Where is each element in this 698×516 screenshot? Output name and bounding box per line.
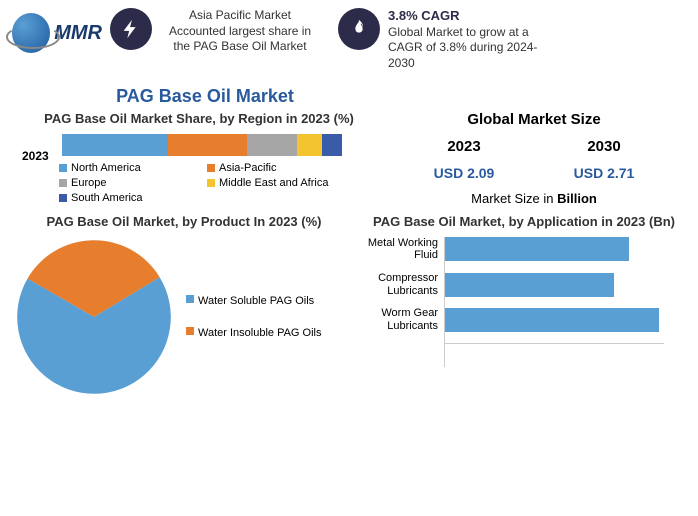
region-segment	[168, 134, 246, 156]
bolt-icon	[120, 18, 142, 40]
pie-chart-title: PAG Base Oil Market, by Product In 2023 …	[14, 214, 354, 229]
region-year-label: 2023	[22, 149, 49, 163]
hbar-label: Worm Gear Lubricants	[364, 307, 444, 332]
y-axis	[444, 237, 445, 367]
legend-item: North America	[59, 162, 189, 174]
market-size-note: Market Size in Billion	[394, 191, 674, 206]
legend-item: Asia-Pacific	[207, 162, 337, 174]
legend-item: South America	[59, 192, 189, 204]
stacked-bar	[62, 134, 342, 156]
ms-note-prefix: Market Size in	[471, 191, 557, 206]
pie-chart-section: PAG Base Oil Market, by Product In 2023 …	[14, 214, 354, 397]
ms-note-bold: Billion	[557, 191, 597, 206]
legend-swatch	[186, 295, 194, 303]
ms-year-0: 2023	[447, 138, 480, 155]
logo: MMR	[12, 8, 102, 58]
market-size-years: 2023 2030	[394, 138, 674, 155]
pie-chart	[14, 237, 174, 397]
region-segment	[322, 134, 342, 156]
x-axis	[444, 343, 664, 344]
legend-swatch	[186, 327, 194, 335]
market-size-values: USD 2.09 USD 2.71	[394, 165, 674, 181]
globe-icon	[12, 13, 50, 53]
hbar-label: Metal Working Fluid	[364, 237, 444, 262]
flame-icon	[348, 18, 370, 40]
row-1: PAG Base Oil Market Share, by Region in …	[0, 111, 698, 206]
flame-badge	[338, 8, 380, 50]
cagr-desc: Global Market to grow at a CAGR of 3.8% …	[388, 25, 558, 72]
ms-val-1: USD 2.71	[574, 165, 635, 181]
region-segment	[62, 134, 168, 156]
legend-label: Water Soluble PAG Oils	[198, 295, 314, 307]
legend-label: Water Insoluble PAG Oils	[198, 327, 322, 339]
row-2: PAG Base Oil Market, by Product In 2023 …	[0, 214, 698, 397]
legend-swatch	[59, 194, 67, 202]
market-size-panel: Global Market Size 2023 2030 USD 2.09 US…	[394, 111, 674, 206]
legend-swatch	[207, 179, 215, 187]
region-chart: PAG Base Oil Market Share, by Region in …	[14, 111, 384, 206]
hbar	[444, 308, 659, 332]
pie-container: Water Soluble PAG Oils Water Insoluble PA…	[14, 237, 354, 397]
hbar	[444, 237, 629, 261]
logo-text: MMR	[54, 22, 102, 45]
legend-label: South America	[71, 192, 143, 204]
legend-item: Europe	[59, 177, 189, 189]
highlight-text-2: 3.8% CAGR Global Market to grow at a CAG…	[388, 8, 558, 72]
hbar-row: Worm Gear Lubricants	[364, 307, 684, 332]
cagr-title: 3.8% CAGR	[388, 8, 558, 25]
legend-swatch	[59, 179, 67, 187]
highlight-text-1: Asia Pacific Market Accounted largest sh…	[160, 8, 320, 55]
hbar-row: Metal Working Fluid	[364, 237, 684, 262]
hbar	[444, 273, 614, 297]
region-legend: North America Asia-Pacific Europe Middle Ea…	[59, 162, 359, 204]
pie-legend: Water Soluble PAG Oils Water Insoluble PA…	[186, 295, 326, 339]
legend-swatch	[59, 164, 67, 172]
ms-val-0: USD 2.09	[434, 165, 495, 181]
page-title: PAG Base Oil Market	[80, 86, 330, 107]
legend-item: Water Insoluble PAG Oils	[186, 327, 326, 339]
legend-swatch	[207, 164, 215, 172]
region-segment	[247, 134, 297, 156]
legend-item: Middle East and Africa	[207, 177, 337, 189]
ms-year-1: 2030	[587, 138, 620, 155]
hbar-container: Metal Working Fluid Compressor Lubricants…	[364, 237, 684, 344]
legend-label: North America	[71, 162, 141, 174]
app-chart-title: PAG Base Oil Market, by Application in 2…	[364, 214, 684, 229]
legend-label: Middle East and Africa	[219, 177, 328, 189]
hbar-row: Compressor Lubricants	[364, 272, 684, 297]
region-segment	[297, 134, 322, 156]
application-chart: PAG Base Oil Market, by Application in 2…	[364, 214, 684, 397]
bolt-badge	[110, 8, 152, 50]
legend-item: Water Soluble PAG Oils	[186, 295, 326, 307]
market-size-title: Global Market Size	[394, 111, 674, 128]
legend-label: Asia-Pacific	[219, 162, 276, 174]
legend-label: Europe	[71, 177, 106, 189]
header: MMR Asia Pacific Market Accounted larges…	[0, 0, 698, 80]
region-chart-title: PAG Base Oil Market Share, by Region in …	[14, 111, 384, 126]
hbar-label: Compressor Lubricants	[364, 272, 444, 297]
